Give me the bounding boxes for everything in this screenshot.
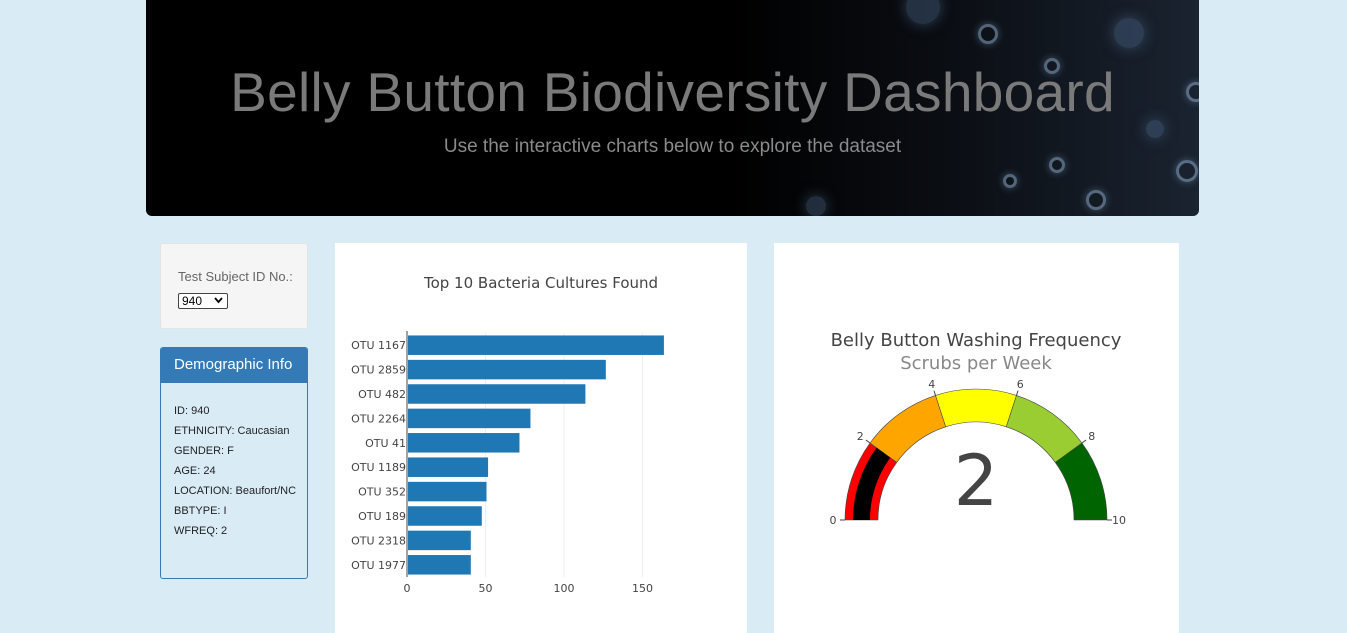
page-title: Belly Button Biodiversity Dashboard [230, 61, 1115, 123]
y-tick-label: OTU 2318 [351, 534, 406, 547]
x-tick-label: 0 [404, 582, 411, 595]
x-tick-label: 100 [554, 582, 575, 595]
bar-chart[interactable]: Top 10 Bacteria Cultures Found OTU 1167 O… [335, 243, 747, 625]
bar[interactable] [408, 555, 471, 575]
bubble-decoration [1146, 120, 1164, 138]
gauge-tick-label: 2 [857, 430, 864, 443]
bubble-decoration [806, 196, 826, 216]
gauge-chart[interactable]: Belly Button Washing Frequency Scrubs pe… [774, 243, 1179, 625]
bar-chart-panel: Top 10 Bacteria Cultures Found OTU 1167 O… [335, 243, 747, 633]
bubble-decoration [1049, 157, 1065, 173]
demographic-info-list: ID: 940 ETHNICITY: Caucasian GENDER: F A… [161, 383, 307, 537]
gauge-tick-label: 0 [830, 514, 837, 527]
gauge-value: 2 [954, 440, 999, 522]
demographic-row: GENDER: F [174, 445, 234, 457]
x-tick-label: 50 [479, 582, 493, 595]
bubble-decoration [1186, 82, 1199, 102]
demographic-info-heading: Demographic Info [161, 348, 307, 383]
subject-selector-label: Test Subject ID No.: [178, 269, 293, 284]
demographic-row: WFREQ: 2 [174, 525, 228, 537]
page-subtitle: Use the interactive charts below to expl… [443, 136, 902, 157]
gauge-tick [1016, 390, 1019, 396]
chevron-down-icon [214, 293, 223, 312]
gauge-chart-panel: Belly Button Washing Frequency Scrubs pe… [774, 243, 1179, 633]
gauge-subtitle: Scrubs per Week [900, 353, 1052, 374]
demographic-row: LOCATION: Beaufort/NC [174, 485, 297, 497]
bar-chart-title: Top 10 Bacteria Cultures Found [423, 274, 658, 292]
bar[interactable] [408, 384, 586, 404]
subject-selector-panel: Test Subject ID No.: 940 [160, 243, 308, 329]
gauge-step [1054, 442, 1108, 521]
bar[interactable] [408, 530, 471, 551]
gauge-tick-label: 8 [1088, 430, 1095, 443]
bar[interactable] [408, 433, 520, 453]
bubble-decoration [1003, 174, 1017, 188]
x-tick-label: 150 [632, 582, 653, 595]
gauge-tick [933, 390, 936, 396]
demographic-info-panel: Demographic Info ID: 940 ETHNICITY: Cauc… [160, 347, 308, 579]
bubble-decoration [978, 24, 998, 44]
demographic-row: ETHNICITY: Caucasian [174, 425, 290, 437]
bubble-decoration [1114, 18, 1144, 48]
bar[interactable] [408, 481, 487, 502]
bubble-decoration [1176, 160, 1198, 182]
bar[interactable] [408, 457, 489, 477]
bubble-decoration [906, 0, 940, 24]
gauge-value-bar [853, 447, 891, 520]
demographic-row: BBTYPE: I [174, 505, 227, 517]
bar[interactable] [408, 408, 531, 429]
demographic-row: ID: 940 [174, 405, 210, 417]
bar[interactable] [408, 359, 606, 380]
y-tick-label: OTU 1167 [351, 339, 406, 352]
gauge-step [935, 388, 1017, 428]
subject-id-select[interactable]: 940 [178, 293, 228, 309]
y-tick-label: OTU 352 [358, 486, 406, 499]
gauge-tick-label: 4 [928, 378, 935, 391]
bubble-decoration [1086, 190, 1106, 210]
gauge-tick [865, 439, 871, 444]
gauge-tick-label: 10 [1112, 514, 1126, 527]
y-tick-label: OTU 2264 [351, 412, 406, 425]
y-tick-label: OTU 2859 [351, 364, 406, 377]
y-tick-label: OTU 1977 [351, 559, 406, 572]
header-jumbotron: Belly Button Biodiversity Dashboard Use … [146, 0, 1199, 216]
bar[interactable] [408, 506, 482, 526]
y-tick-label: OTU 482 [358, 388, 406, 401]
demographic-row: AGE: 24 [174, 465, 216, 477]
y-tick-label: OTU 1189 [351, 461, 406, 474]
y-tick-label: OTU 41 [365, 437, 406, 450]
subject-id-value: 940 [182, 294, 203, 308]
gauge-title: Belly Button Washing Frequency [831, 330, 1122, 351]
gauge-tick [1081, 439, 1087, 444]
bubble-decoration [1044, 58, 1060, 74]
bar[interactable] [408, 335, 664, 355]
y-tick-label: OTU 189 [358, 510, 406, 523]
gauge-tick-label: 6 [1017, 378, 1024, 391]
